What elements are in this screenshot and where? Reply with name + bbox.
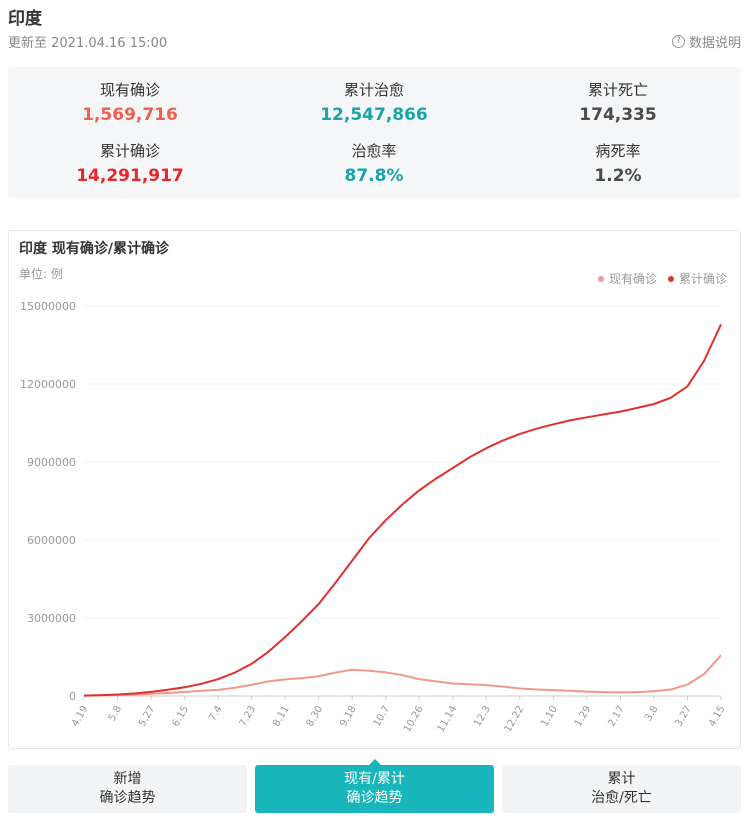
x-tick-label: 4.15 [707,704,728,729]
x-tick-label: 5.27 [137,704,158,729]
tab-line[interactable]: 新增 [113,771,142,787]
stat-value: 174,335 [579,105,657,125]
stat-value: 1.2% [594,166,642,186]
x-tick-label: 9.18 [338,704,359,729]
x-tick-label: 11.14 [436,704,460,734]
x-tick-label: 12.3 [472,704,493,729]
stat: 累计确诊 14,291,917 [8,140,252,186]
stat: 治愈率 87.8% [252,140,496,186]
stat: 累计死亡 174,335 [496,79,740,125]
chart-card: 印度 现有确诊/累计确诊 单位: 例 0 3000000 6000000 900000… [8,230,741,749]
x-tick-label: 7.4 [207,704,224,723]
x-tick-label: 10.7 [372,704,393,729]
legend-label: 现有确诊 [609,272,657,286]
tab-bar: 新增 确诊趋势 现有/累计 确诊趋势 累计 治愈/死亡 [8,759,741,813]
x-tick-label: 3.27 [673,704,694,729]
stat-value: 1,569,716 [82,105,178,125]
unit-label: 单位: 例 [19,266,63,281]
help-icon: ? [671,35,685,48]
stat-label: 累计死亡 [587,81,648,99]
y-tick-label: 15000000 [20,300,76,313]
x-tick-label: 8.11 [271,704,292,729]
x-tick-label: 12.22 [503,704,527,734]
stat-label: 病死率 [595,142,641,160]
stat-value: 12,547,866 [320,105,428,125]
chart: 印度 现有确诊/累计确诊 单位: 例 0 3000000 6000000 900000… [19,240,728,734]
tab[interactable]: 累计治愈/死亡 [502,765,741,813]
x-tick-label: 1.10 [539,704,560,729]
help-link[interactable]: ? 数据说明 [671,32,741,51]
stats-panel: 现有确诊 1,569,716 累计治愈 12,547,866 累计死亡 174,335 累计… [8,67,741,198]
stat-label: 治愈率 [351,142,397,160]
tab-line[interactable]: 现有/累计 [344,771,405,787]
x-tick-label: 7.23 [238,704,259,729]
tab-arrow [368,759,381,765]
line-0 [83,654,722,697]
stat-label: 现有确诊 [99,81,160,99]
y-tick-label: 6000000 [27,534,76,547]
legend-dot [597,276,604,282]
y-tick-label: 0 [69,690,76,703]
legend-dot [667,276,674,282]
legend-label: 累计确诊 [679,272,727,286]
x-tick-label: 3.8 [643,704,660,723]
x-tick-label: 5.8 [107,704,124,723]
tab[interactable]: 新增 确诊趋势 [8,765,247,813]
x-tick-label: 6.15 [171,704,192,729]
stat: 累计治愈 12,547,866 [252,79,496,125]
tab-line[interactable]: 累计 [607,771,636,787]
tab-line[interactable]: 治愈/死亡 [591,790,652,806]
chart-title: 印度 现有确诊/累计确诊 [19,240,170,257]
stat: 病死率 1.2% [496,140,740,186]
y-tick-label: 9000000 [27,456,76,469]
y-tick-label: 12000000 [20,378,76,391]
stat: 现有确诊 1,569,716 [8,79,252,125]
stat-label: 累计确诊 [99,142,160,160]
update-time: 更新至 2021.04.16 15:00 [8,36,168,51]
x-tick-label: 10.26 [402,704,426,734]
line-1 [83,323,722,697]
tab[interactable]: 现有/累计确诊趋势 [255,759,494,813]
stat-value: 87.8% [344,166,404,186]
help-text[interactable]: 数据说明 [688,36,741,51]
stat-label: 累计治愈 [343,81,404,99]
x-tick-label: 8.30 [305,704,326,729]
x-tick-label: 2.17 [606,704,627,729]
tab-line[interactable]: 确诊趋势 [346,790,403,806]
tab-line[interactable]: 确诊趋势 [99,790,156,806]
y-tick-label: 3000000 [27,612,76,625]
x-tick-label: 4.19 [70,704,91,729]
country-title: 印度 [8,9,42,29]
stat-value: 14,291,917 [76,166,184,186]
x-tick-label: 1.29 [573,704,594,729]
